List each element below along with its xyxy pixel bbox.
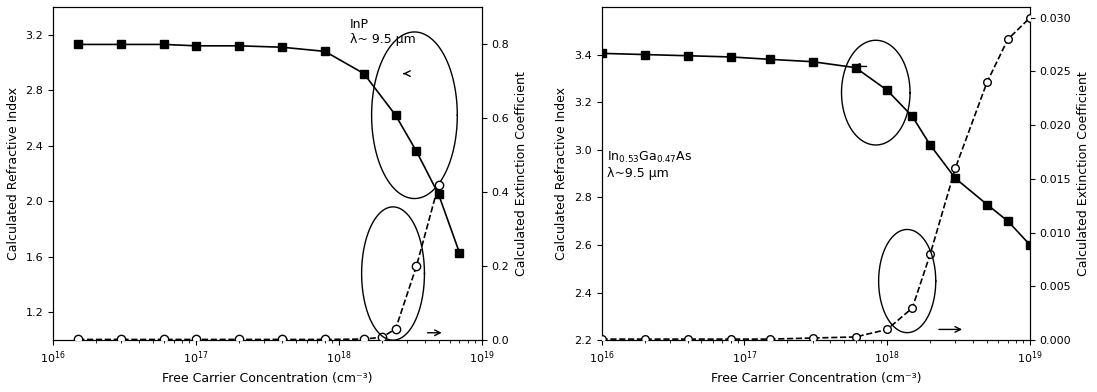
Text: In$_{0.53}$Ga$_{0.47}$As
λ~9.5 μm: In$_{0.53}$Ga$_{0.47}$As λ~9.5 μm	[608, 150, 693, 180]
Y-axis label: Calculated Extinction Coefficient: Calculated Extinction Coefficient	[514, 71, 528, 276]
Y-axis label: Calculated Refractive Index: Calculated Refractive Index	[555, 87, 568, 260]
X-axis label: Free Carrier Concentration (cm⁻³): Free Carrier Concentration (cm⁻³)	[711, 372, 921, 385]
Y-axis label: Calculated Refractive Index: Calculated Refractive Index	[7, 87, 20, 260]
X-axis label: Free Carrier Concentration (cm⁻³): Free Carrier Concentration (cm⁻³)	[162, 372, 373, 385]
Y-axis label: Calculated Extinction Coefficient: Calculated Extinction Coefficient	[1077, 71, 1090, 276]
Text: InP
λ~ 9.5 μm: InP λ~ 9.5 μm	[350, 18, 416, 46]
